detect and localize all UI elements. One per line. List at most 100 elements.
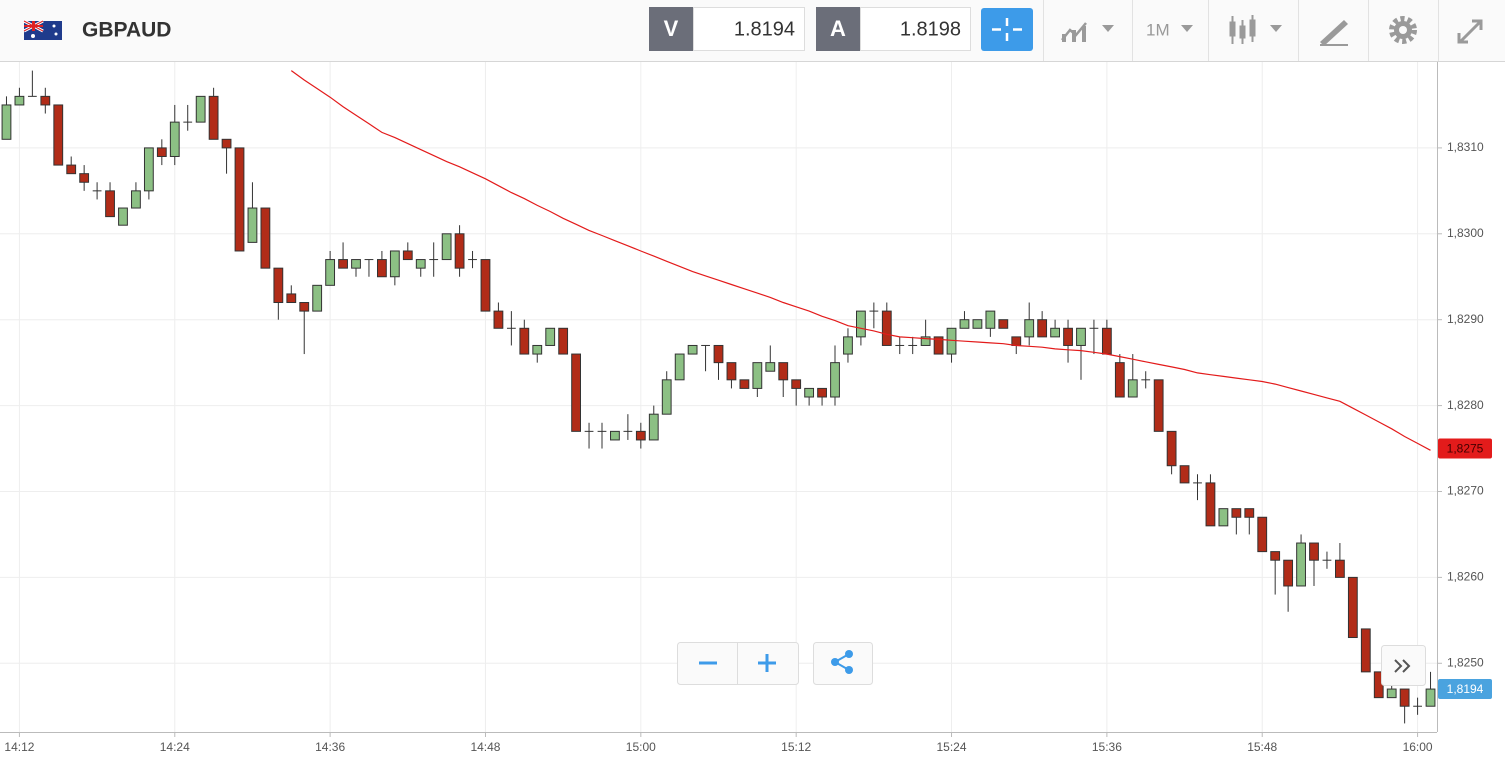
candle-body xyxy=(299,302,310,312)
buy-label[interactable]: A xyxy=(830,16,846,41)
candle-body xyxy=(377,259,387,278)
plot-area xyxy=(1,70,1436,724)
candle-body xyxy=(519,327,530,355)
separators xyxy=(1043,0,1439,61)
candle-body xyxy=(118,207,128,226)
candle-body xyxy=(739,379,750,389)
candle-body xyxy=(1335,559,1345,578)
buy-badge[interactable] xyxy=(816,7,860,51)
draw-tool-button[interactable] xyxy=(1320,20,1348,46)
candle-body xyxy=(752,362,763,389)
y-tick-label: 1,8310 xyxy=(1447,140,1484,154)
sell-price[interactable]: 1.8194 xyxy=(734,18,795,40)
candle-body xyxy=(389,250,400,278)
candle-body xyxy=(1360,628,1371,673)
candle-body xyxy=(713,344,724,364)
candle-body xyxy=(1101,327,1112,355)
candle-body xyxy=(273,267,284,304)
candle-body xyxy=(791,379,802,389)
candle-body xyxy=(1218,508,1229,527)
flag-icon xyxy=(23,19,62,40)
candle-body xyxy=(53,104,64,166)
sell-price-box[interactable] xyxy=(693,7,805,51)
candle-body xyxy=(674,353,685,381)
candle-body xyxy=(1179,465,1190,484)
scroll-to-end-button[interactable] xyxy=(1381,645,1426,686)
candle-body xyxy=(985,310,996,329)
candle-body xyxy=(1309,542,1319,561)
price-tags: 1,8275 1,8194 xyxy=(1438,438,1492,700)
candle-body xyxy=(286,293,297,304)
candle-body xyxy=(493,310,504,329)
zoom-in-button[interactable] xyxy=(758,654,776,672)
candle-body xyxy=(1127,379,1138,398)
y-tick-label: 1,8260 xyxy=(1447,570,1484,584)
candle-body xyxy=(441,233,452,261)
buy-price-box[interactable] xyxy=(860,7,971,51)
candle-body xyxy=(856,310,866,338)
candle-body xyxy=(881,310,892,346)
candle-body xyxy=(169,121,180,157)
x-tick-label: 14:48 xyxy=(470,740,500,754)
candle-body xyxy=(66,164,77,175)
candle-body xyxy=(402,250,413,261)
candle-body xyxy=(959,319,970,329)
candle-body xyxy=(1050,327,1060,338)
moving-average-line xyxy=(290,70,1431,451)
candle-body xyxy=(1037,319,1048,338)
candle-body xyxy=(480,259,491,312)
sell-badge[interactable] xyxy=(649,7,693,51)
y-tick-label: 1,8270 xyxy=(1447,484,1484,498)
ma-tag: 1,8275 xyxy=(1447,442,1484,456)
candle-body xyxy=(260,207,271,269)
crosshair-button[interactable] xyxy=(981,8,1033,51)
candle-body xyxy=(221,138,232,149)
x-tick-label: 15:48 xyxy=(1247,740,1277,754)
candle-body xyxy=(1114,362,1125,398)
candle-body xyxy=(778,362,789,381)
x-tick-label: 15:36 xyxy=(1092,740,1122,754)
candle-body xyxy=(1425,688,1436,707)
candle-body xyxy=(454,233,465,269)
candle-body xyxy=(247,207,258,243)
fullscreen-button[interactable] xyxy=(1457,19,1483,44)
timeframe-button[interactable]: 1M xyxy=(1146,20,1193,39)
candle-body xyxy=(415,259,426,269)
candle-body xyxy=(1386,688,1397,699)
price-tag: 1,8194 xyxy=(1447,682,1484,696)
candle-body xyxy=(661,379,672,415)
candle-body xyxy=(312,284,323,312)
candle-body xyxy=(558,327,569,355)
settings-button[interactable] xyxy=(1389,16,1417,44)
share-button[interactable] xyxy=(813,642,873,685)
indicator-button[interactable] xyxy=(1061,22,1114,42)
buy-price[interactable]: 1.8198 xyxy=(900,18,961,40)
candle-body xyxy=(765,362,776,372)
y-tick-label: 1,8290 xyxy=(1447,312,1484,326)
sell-label[interactable]: V xyxy=(664,16,679,41)
candle-body xyxy=(105,190,115,218)
candle-body xyxy=(143,147,154,192)
candle-body xyxy=(1153,379,1164,432)
x-tick-label: 14:12 xyxy=(4,740,34,754)
x-tick-label: 14:24 xyxy=(160,740,190,754)
price-tag-bg xyxy=(1438,679,1492,700)
candle-body xyxy=(338,259,348,269)
candle-body xyxy=(804,387,815,398)
chart-type-button[interactable] xyxy=(1229,15,1282,44)
candle-body xyxy=(1283,559,1294,587)
symbol: GBPAUD xyxy=(82,19,171,42)
candle-body xyxy=(1244,508,1255,518)
grid xyxy=(0,62,1442,737)
x-tick-label: 15:12 xyxy=(781,740,811,754)
candle-body xyxy=(1257,516,1268,553)
candle-body xyxy=(156,147,167,157)
timeframe[interactable]: 1M xyxy=(1146,20,1170,39)
candle-body xyxy=(998,319,1009,329)
x-tick-label: 14:36 xyxy=(315,740,345,754)
candle-body xyxy=(726,362,737,381)
candle-body xyxy=(817,387,827,398)
candle-body xyxy=(1024,319,1035,338)
candle-body xyxy=(830,362,840,398)
